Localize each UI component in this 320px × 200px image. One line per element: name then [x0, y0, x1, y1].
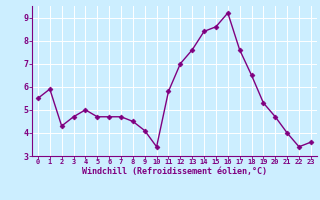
- X-axis label: Windchill (Refroidissement éolien,°C): Windchill (Refroidissement éolien,°C): [82, 167, 267, 176]
